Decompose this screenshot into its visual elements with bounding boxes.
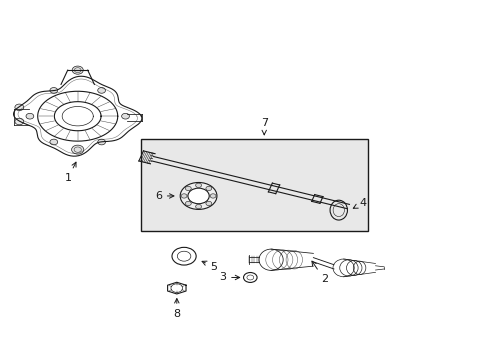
- Text: 5: 5: [202, 261, 217, 272]
- Circle shape: [185, 186, 191, 190]
- Text: 1: 1: [64, 162, 76, 183]
- Circle shape: [15, 104, 24, 111]
- Circle shape: [15, 118, 24, 125]
- Circle shape: [205, 201, 211, 206]
- Circle shape: [50, 139, 58, 145]
- Circle shape: [50, 87, 58, 93]
- Text: 8: 8: [173, 298, 180, 319]
- Circle shape: [195, 204, 201, 209]
- Text: 7: 7: [260, 118, 267, 135]
- Circle shape: [98, 139, 105, 145]
- Text: 6: 6: [155, 191, 174, 201]
- Circle shape: [98, 87, 105, 93]
- Circle shape: [187, 188, 209, 204]
- Circle shape: [72, 66, 83, 74]
- Circle shape: [195, 183, 201, 188]
- Text: 3: 3: [219, 273, 239, 283]
- Text: 2: 2: [311, 261, 327, 284]
- Circle shape: [185, 201, 191, 206]
- Circle shape: [26, 113, 34, 119]
- Circle shape: [210, 194, 216, 198]
- Circle shape: [205, 186, 211, 190]
- Circle shape: [71, 145, 83, 154]
- Circle shape: [181, 194, 186, 198]
- Circle shape: [122, 113, 129, 119]
- Text: 4: 4: [352, 198, 366, 208]
- Circle shape: [180, 183, 217, 210]
- Bar: [140, 139, 367, 231]
